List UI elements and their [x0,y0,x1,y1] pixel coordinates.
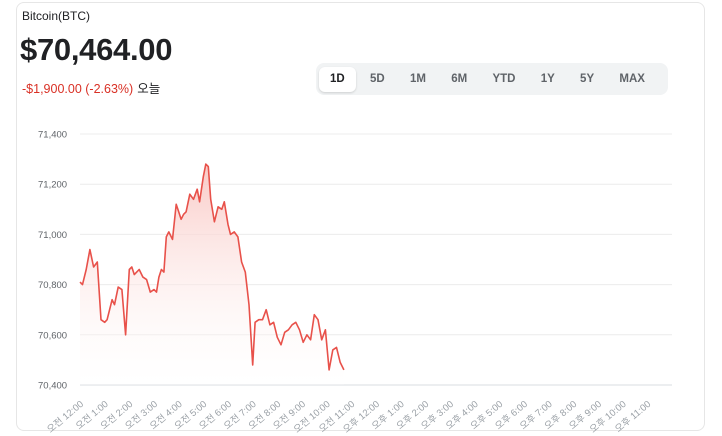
price-area [80,164,344,385]
price-line [79,163,345,371]
period-label: 오늘 [137,82,161,96]
range-5y-button[interactable]: 5Y [580,72,595,85]
range-1m-button[interactable]: 1M [409,72,426,85]
asset-name: Bitcoin(BTC) [22,9,91,23]
range-1d-button[interactable]: 1D [319,66,356,92]
range-max-button[interactable]: MAX [619,72,645,85]
price-change: -$1,900.00 (-2.63%) [22,82,134,96]
y-tick-label: 70,800 [38,280,67,291]
y-tick-label: 70,600 [38,330,67,341]
current-price: $70,464.00 [20,32,173,67]
range-ytd-button[interactable]: YTD [492,72,516,85]
y-tick-label: 70,400 [38,381,67,392]
price-change-row: -$1,900.00 (-2.63%) 오늘 [22,78,160,97]
time-range-selector: 1D 5D 1M 6M YTD 1Y 5Y MAX [316,63,668,95]
range-1y-button[interactable]: 1Y [540,72,555,85]
range-5d-button[interactable]: 5D [369,72,385,85]
y-tick-label: 71,400 [38,130,67,141]
y-tick-label: 71,000 [38,230,67,241]
range-6m-button[interactable]: 6M [451,72,468,85]
y-tick-label: 71,200 [38,180,67,191]
